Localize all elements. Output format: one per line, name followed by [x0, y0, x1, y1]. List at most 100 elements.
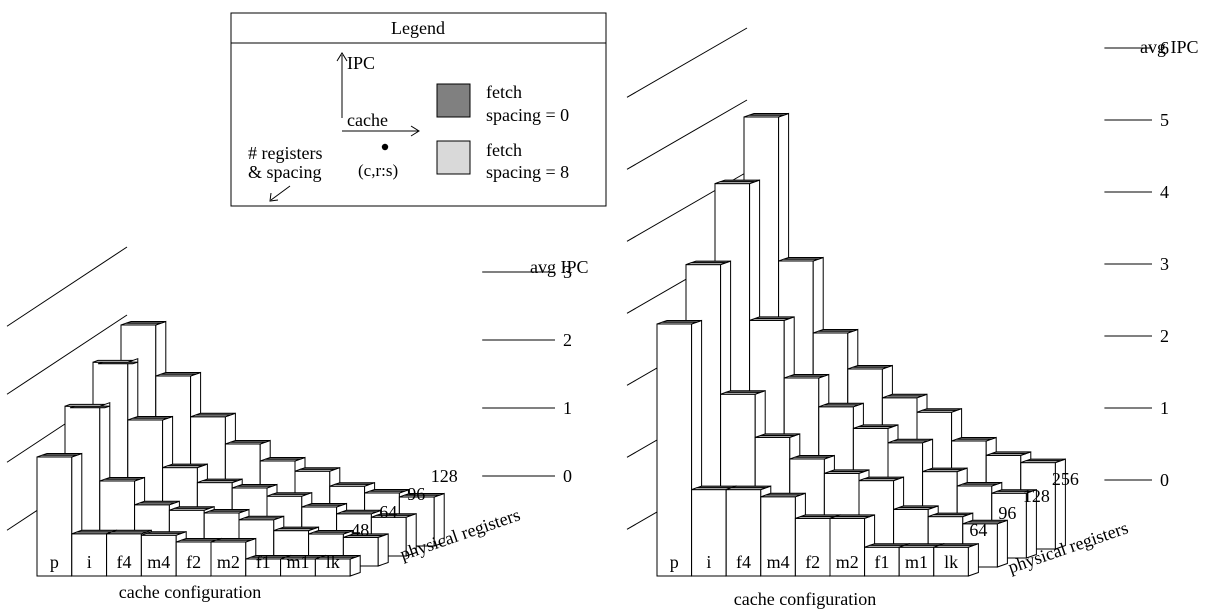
bar-top-spacing8 [190, 414, 231, 418]
bar-top-spacing8 [893, 507, 934, 510]
bar-top-spacing8 [726, 487, 766, 491]
bar-top-spacing8 [371, 514, 412, 518]
bar-top-spacing8 [266, 493, 307, 497]
y-tick-label: 2 [1160, 326, 1169, 346]
bar-top-spacing8 [399, 494, 440, 498]
bar-top-spacing8 [656, 321, 697, 325]
bar-top-spacing8 [714, 181, 755, 185]
bar-top-spacing8 [813, 330, 853, 334]
legend-point-dot [381, 143, 389, 151]
bar-top-spacing8 [720, 391, 761, 395]
category-label: lk [944, 552, 958, 572]
bar-top-spacing8 [92, 359, 133, 363]
bar-top-spacing8 [329, 483, 370, 487]
y-tick-label: 0 [1160, 470, 1169, 490]
bar-top-spacing8 [99, 478, 140, 482]
bar-top-spacing8 [364, 490, 405, 494]
x-axis-title: cache configuration [119, 582, 261, 602]
y-tick-label: 5 [1160, 110, 1169, 130]
bar-top-spacing8 [853, 426, 894, 429]
bar-front-face [725, 489, 762, 577]
bar-front-face [691, 489, 727, 577]
bar-top-spacing8 [106, 531, 147, 535]
bar-top-spacing8 [743, 114, 784, 118]
bar-top-spacing8 [899, 544, 939, 548]
bar-top-spacing8 [784, 375, 824, 379]
bar-top-spacing8 [308, 531, 349, 535]
legend-registers-arrowhead [269, 192, 279, 202]
category-label: i [87, 552, 92, 572]
category-label: f4 [117, 552, 132, 572]
bar-top-spacing8 [864, 544, 905, 548]
category-label: p [50, 552, 59, 572]
y-axis-title: avg IPC [1140, 37, 1199, 57]
bar-top-spacing8 [882, 395, 923, 399]
legend-registers-axis [270, 185, 291, 201]
legend-frame [230, 12, 607, 207]
bar-top-spacing8 [933, 544, 974, 548]
legend-item-1-line2: spacing = 8 [486, 162, 569, 182]
bar-top-spacing8 [928, 514, 968, 518]
register-label: 128 [1023, 486, 1050, 506]
bar-top-spacing8 [691, 487, 732, 491]
bar-top-spacing8 [991, 490, 1032, 494]
y-tick-label: 3 [563, 262, 572, 282]
bar-top-spacing8 [71, 531, 112, 535]
legend-ipc-arrowhead [336, 52, 348, 62]
register-label: 128 [431, 466, 458, 486]
bar-top-spacing8 [829, 516, 870, 519]
bar-top-spacing8 [225, 441, 266, 445]
bar-top-spacing8 [204, 510, 245, 514]
bar-top-spacing8 [887, 440, 928, 444]
y-tick-label: 1 [1160, 398, 1169, 418]
bar-top-spacing8 [1020, 460, 1061, 464]
legend-axis-registers-line2: & spacing [248, 162, 322, 182]
legend-title: Legend [391, 18, 445, 38]
x-axis-title: cache configuration [734, 589, 876, 609]
bar-front-face [898, 546, 935, 577]
bar-top-spacing8 [343, 535, 384, 538]
bar-front-face [760, 496, 796, 577]
bar-top-spacing8 [134, 502, 175, 506]
category-label: p [670, 552, 679, 572]
bar-top-spacing8 [141, 532, 182, 536]
bar-top-spacing8 [986, 453, 1026, 456]
bar-top-spacing8 [858, 478, 899, 482]
category-label: m1 [905, 552, 928, 572]
bar-top-spacing8 [685, 262, 726, 266]
category-label: m2 [217, 552, 240, 572]
y-tick-label: 2 [563, 330, 572, 350]
register-label: 48 [351, 520, 369, 540]
legend-item-0-line1: fetch [486, 82, 522, 102]
bar-top-spacing8 [127, 417, 168, 421]
category-label: f4 [736, 552, 751, 572]
category-label: i [706, 552, 711, 572]
bar-top-spacing8 [238, 517, 279, 521]
bar-front-face [794, 517, 831, 577]
bar-top-spacing8 [294, 468, 335, 472]
bar-top-spacing8 [778, 258, 819, 262]
category-label: f2 [186, 552, 201, 572]
y-guide-diagonal [6, 246, 128, 327]
bar-top-spacing8 [273, 528, 314, 532]
bar-top-spacing8 [962, 521, 1003, 525]
bar-top-spacing8 [162, 465, 203, 469]
legend: Legend IPC cache # registers & spacing (… [230, 12, 607, 207]
bar-top-spacing8 [301, 504, 342, 508]
legend-axis-ipc: IPC [347, 53, 375, 73]
bar-top-spacing8 [749, 318, 790, 321]
bar-top-spacing8 [824, 471, 865, 474]
bar-top-spacing8 [176, 539, 217, 543]
bar-front-face [829, 517, 866, 577]
bar-front-face [656, 323, 693, 577]
bar-top-spacing8 [818, 404, 859, 408]
bar-top-spacing8 [760, 494, 801, 498]
legend-axis-cache: cache [347, 110, 388, 130]
legend-item-0-line2: spacing = 0 [486, 105, 569, 125]
bar-top-spacing8 [789, 456, 830, 460]
legend-item-1-line1: fetch [486, 140, 522, 160]
category-label: f1 [874, 552, 889, 572]
bar-top-spacing8 [169, 507, 210, 511]
